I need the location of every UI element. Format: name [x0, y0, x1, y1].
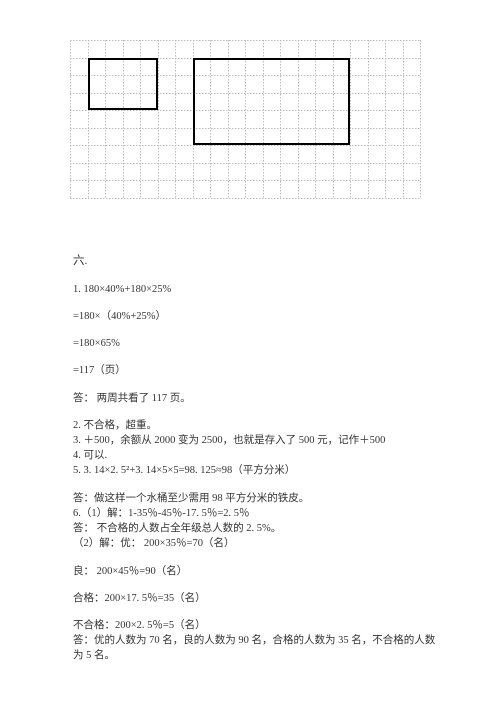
line-16: 不合格：200×2. 5％=5（名） [73, 618, 440, 633]
line-7: 3. ＋500，余额从 2000 变为 2500，也就是存入了 500 元，记作… [73, 433, 440, 448]
rectangle-large [193, 58, 351, 146]
section-title: 六. [73, 253, 440, 270]
line-8: 4. 可以. [73, 448, 440, 463]
line-17: 答：优的人数为 70 名，良的人数为 90 名，合格的人数为 35 名，不合格的… [73, 633, 440, 663]
line-3: =180×65% [73, 336, 440, 351]
line-13: （2）解：优： 200×35％=70（名） [73, 536, 440, 551]
line-15: 合格：200×17. 5％=35（名） [73, 591, 440, 606]
rectangle-small [88, 58, 158, 111]
line-10: 答：做这样一个水桶至少需用 98 平方分米的铁皮。 [73, 491, 440, 506]
line-4: =117（页） [73, 363, 440, 378]
line-11: 6.（1）解：1-35％-45％-17. 5％=2. 5％ [73, 506, 440, 521]
line-5: 答： 两周共看了 117 页。 [73, 391, 440, 406]
answer-content: 六. 1. 180×40%+180×25% =180×（40%+25%） =18… [73, 253, 440, 676]
grid-diagram [70, 40, 420, 198]
line-6: 2. 不合格，超重。 [73, 418, 440, 433]
line-9: 5. 3. 14×2. 5²+3. 14×5×5=98. 125≈98（平方分米… [73, 463, 440, 478]
line-12: 答： 不合格的人数占全年级总人数的 2. 5%。 [73, 521, 440, 536]
line-1: 1. 180×40%+180×25% [73, 282, 440, 297]
line-14: 良： 200×45％=90（名） [73, 564, 440, 579]
line-2: =180×（40%+25%） [73, 309, 440, 324]
